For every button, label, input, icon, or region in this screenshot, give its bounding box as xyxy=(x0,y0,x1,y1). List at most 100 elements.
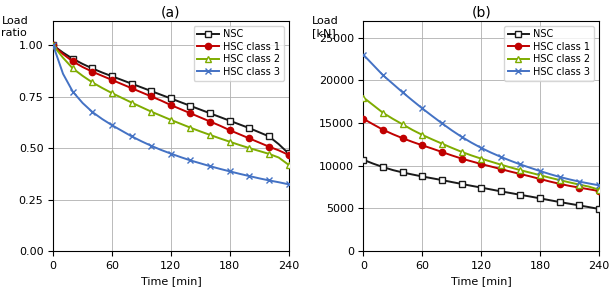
HSC class 1 xyxy=(197,116,204,119)
HSC class 2 xyxy=(275,156,282,159)
Text: Load
[kN]: Load [kN] xyxy=(312,16,338,38)
NSC xyxy=(216,115,224,119)
NSC xyxy=(507,191,514,195)
HSC class 2 xyxy=(167,118,175,122)
NSC xyxy=(148,89,155,93)
HSC class 1 xyxy=(487,165,494,168)
NSC xyxy=(360,158,367,161)
HSC class 2 xyxy=(285,163,292,166)
NSC xyxy=(438,178,446,182)
HSC class 3 xyxy=(546,172,554,176)
HSC class 3 xyxy=(458,135,465,138)
HSC class 3 xyxy=(566,178,573,181)
HSC class 3 xyxy=(197,161,204,165)
NSC xyxy=(98,71,106,74)
HSC class 2 xyxy=(419,133,426,137)
HSC class 1 xyxy=(556,182,563,186)
HSC class 1 xyxy=(265,145,272,148)
HSC class 2 xyxy=(556,178,563,182)
HSC class 2 xyxy=(595,188,603,192)
NSC xyxy=(197,108,204,111)
HSC class 3 xyxy=(536,169,544,173)
HSC class 2 xyxy=(187,126,194,129)
NSC xyxy=(207,112,214,115)
HSC class 3 xyxy=(138,140,145,143)
HSC class 1 xyxy=(98,74,106,78)
HSC class 2 xyxy=(108,91,116,95)
NSC xyxy=(59,51,66,54)
NSC xyxy=(79,62,86,66)
HSC class 2 xyxy=(197,130,204,133)
Title: (a): (a) xyxy=(161,6,181,20)
HSC class 2 xyxy=(216,137,224,140)
NSC xyxy=(487,188,494,191)
NSC xyxy=(50,44,57,47)
HSC class 1 xyxy=(108,78,116,82)
HSC class 2 xyxy=(79,74,86,78)
HSC class 3 xyxy=(50,44,57,47)
X-axis label: Time [min]: Time [min] xyxy=(140,277,201,286)
HSC class 1 xyxy=(399,136,407,140)
NSC xyxy=(595,207,603,211)
NSC xyxy=(177,100,184,104)
HSC class 1 xyxy=(59,52,66,56)
HSC class 2 xyxy=(245,146,253,150)
HSC class 1 xyxy=(595,189,603,193)
NSC xyxy=(576,204,583,207)
NSC xyxy=(236,123,243,126)
NSC xyxy=(226,119,234,122)
HSC class 2 xyxy=(265,152,272,156)
NSC xyxy=(167,97,175,100)
Line: HSC class 1: HSC class 1 xyxy=(360,116,602,194)
NSC xyxy=(467,184,475,187)
HSC class 2 xyxy=(399,123,407,126)
NSC xyxy=(448,180,456,184)
HSC class 3 xyxy=(177,155,184,159)
HSC class 3 xyxy=(157,148,165,152)
HSC class 3 xyxy=(148,144,155,147)
HSC class 1 xyxy=(187,112,194,115)
Title: (b): (b) xyxy=(471,6,491,20)
HSC class 3 xyxy=(517,163,524,166)
NSC xyxy=(275,142,282,146)
Line: HSC class 1: HSC class 1 xyxy=(50,42,292,158)
HSC class 2 xyxy=(438,142,446,145)
Line: NSC: NSC xyxy=(360,157,602,212)
NSC xyxy=(128,82,135,86)
HSC class 1 xyxy=(546,180,554,183)
NSC xyxy=(429,177,436,180)
HSC class 1 xyxy=(526,175,534,178)
Legend: NSC, HSC class 1, HSC class 2, HSC class 3: NSC, HSC class 1, HSC class 2, HSC class… xyxy=(504,26,594,81)
HSC class 1 xyxy=(89,70,96,74)
HSC class 2 xyxy=(536,173,544,177)
HSC class 3 xyxy=(556,175,563,179)
HSC class 3 xyxy=(255,177,263,180)
HSC class 2 xyxy=(226,140,234,143)
HSC class 3 xyxy=(98,117,106,121)
HSC class 1 xyxy=(467,159,475,163)
NSC xyxy=(399,171,407,174)
HSC class 1 xyxy=(379,128,387,132)
HSC class 2 xyxy=(487,160,494,164)
HSC class 2 xyxy=(255,149,263,153)
HSC class 1 xyxy=(517,172,524,176)
HSC class 3 xyxy=(360,53,367,57)
HSC class 3 xyxy=(59,72,66,76)
HSC class 1 xyxy=(429,147,436,150)
HSC class 3 xyxy=(265,179,272,182)
HSC class 1 xyxy=(69,60,76,63)
HSC class 1 xyxy=(536,177,544,181)
HSC class 3 xyxy=(419,107,426,110)
HSC class 2 xyxy=(477,157,485,160)
HSC class 3 xyxy=(167,152,175,155)
NSC xyxy=(477,186,485,189)
NSC xyxy=(370,162,377,166)
NSC xyxy=(379,165,387,169)
NSC xyxy=(409,173,416,176)
HSC class 1 xyxy=(167,103,175,107)
HSC class 3 xyxy=(507,159,514,163)
HSC class 2 xyxy=(585,185,593,188)
NSC xyxy=(419,175,426,178)
HSC class 3 xyxy=(399,91,407,94)
HSC class 2 xyxy=(138,105,145,109)
